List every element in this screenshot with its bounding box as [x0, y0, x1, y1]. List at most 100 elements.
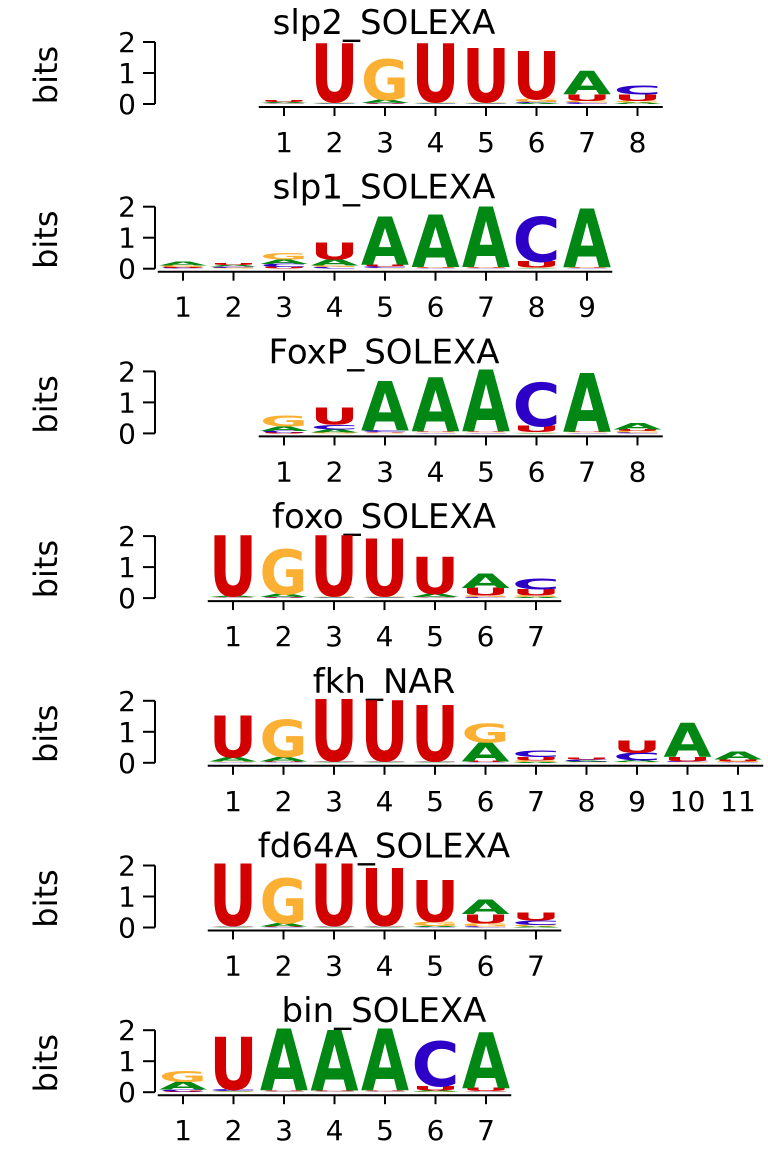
y-tick-label: 0: [118, 253, 136, 286]
letter-glyph: G: [260, 537, 308, 609]
x-tick-label: 9: [628, 785, 646, 818]
x-tick-label: 3: [325, 950, 343, 983]
x-tick-label: 3: [325, 785, 343, 818]
letter-glyph: G: [411, 597, 459, 598]
x-tick-label: 3: [325, 620, 343, 653]
letter-glyph: U: [614, 93, 662, 103]
letter-glyph: A: [614, 102, 662, 104]
letter-glyph: C: [513, 371, 561, 440]
letter-glyph: U: [311, 28, 359, 122]
letter-glyph: C: [411, 761, 459, 762]
letter-glyph: U: [462, 267, 510, 268]
x-tick-label: 7: [578, 126, 596, 159]
letter-glyph: U: [159, 267, 207, 268]
letter-glyph: G: [311, 102, 359, 103]
x-tick-label: 8: [629, 126, 647, 159]
x-tick-label: 8: [578, 785, 596, 818]
y-axis-label: bits: [27, 869, 65, 927]
x-tick-label: 1: [275, 126, 293, 159]
letter-glyph: A: [361, 368, 409, 447]
letter-glyph: A: [412, 103, 460, 104]
x-tick-label: 11: [720, 785, 756, 818]
letter-glyph: G: [614, 431, 662, 433]
logo-panel: bin_SOLEXAbits0121UCAG2AGCU3CGUA4CGUA5CG…: [27, 991, 512, 1147]
letter-glyph: A: [664, 714, 713, 768]
letter-glyph: C: [311, 267, 359, 269]
x-tick-label: 10: [670, 785, 706, 818]
letter-glyph: A: [563, 65, 611, 102]
letter-glyph: C: [411, 597, 459, 598]
letter-glyph: C: [361, 430, 409, 432]
x-tick-label: 5: [426, 785, 444, 818]
y-tick-label: 1: [118, 222, 136, 255]
letter-glyph: U: [412, 267, 460, 268]
letter-glyph: C: [210, 1089, 258, 1091]
y-tick-label: 2: [118, 1014, 136, 1047]
logo-panel: FoxP_SOLEXAbits0121UCAG2GACU3GUCA4CGUA5C…: [27, 332, 663, 488]
letter-glyph: G: [210, 1091, 258, 1092]
letter-glyph: A: [512, 926, 560, 927]
letter-glyph: G: [513, 98, 561, 103]
y-axis-label: bits: [27, 46, 65, 104]
letter-glyph: U: [361, 265, 409, 267]
x-tick-label: 6: [427, 291, 445, 324]
letter-glyph: A: [209, 596, 257, 597]
letter-glyph: G: [260, 103, 308, 104]
letter-glyph: A: [512, 762, 560, 763]
x-tick-label: 4: [427, 455, 445, 488]
letter-glyph: U: [210, 1024, 258, 1108]
x-tick-label: 7: [527, 620, 545, 653]
letter-glyph: C: [613, 751, 661, 763]
letter-glyph: U: [513, 260, 561, 270]
x-tick-label: 5: [376, 291, 394, 324]
x-tick-label: 2: [275, 950, 293, 983]
letter-glyph: A: [159, 261, 207, 267]
letter-glyph: A: [462, 352, 510, 451]
letter-glyph: C: [664, 761, 712, 762]
letter-glyph: C: [260, 927, 308, 928]
x-tick-label: 6: [477, 950, 495, 983]
letter-glyph: G: [159, 265, 207, 267]
letter-glyph: C: [260, 431, 308, 433]
letter-glyph: C: [563, 433, 611, 434]
letter-glyph: A: [462, 191, 510, 287]
letter-glyph: U: [563, 758, 611, 760]
letter-glyph: C: [563, 102, 611, 104]
letter-glyph: C: [361, 1091, 409, 1092]
x-tick-label: 6: [528, 126, 546, 159]
logo-panel: fd64A_SOLEXAbits0121ACGU2CUAG3ACGU4ACGU5…: [27, 827, 562, 983]
y-tick-label: 0: [118, 747, 136, 780]
letter-glyph: G: [361, 925, 409, 926]
letter-glyph: C: [310, 926, 358, 927]
letter-glyph: A: [210, 1091, 258, 1092]
letter-glyph: G: [613, 762, 661, 763]
letter-glyph: C: [361, 103, 409, 104]
y-tick-label: 1: [118, 386, 136, 419]
letter-glyph: U: [361, 685, 409, 781]
y-axis-label: bits: [27, 1034, 65, 1092]
letter-glyph: C: [361, 266, 409, 268]
letter-glyph: C: [614, 83, 662, 98]
letter-glyph: C: [260, 263, 308, 268]
letter-glyph: C: [361, 761, 409, 762]
letter-glyph: U: [563, 431, 611, 432]
letter-glyph: A: [462, 103, 510, 104]
y-axis-label: bits: [27, 210, 65, 268]
letter-glyph: G: [361, 50, 409, 114]
letter-glyph: A: [412, 364, 460, 450]
letter-glyph: U: [462, 431, 510, 432]
x-tick-label: 7: [477, 291, 495, 324]
letter-glyph: A: [513, 433, 561, 434]
x-tick-label: 4: [376, 785, 394, 818]
letter-glyph: C: [311, 1091, 359, 1092]
letter-glyph: G: [260, 252, 308, 262]
letter-glyph: G: [310, 761, 358, 762]
letter-glyph: G: [159, 1068, 207, 1085]
y-axis-label: bits: [27, 375, 65, 433]
letter-glyph: C: [462, 1091, 510, 1092]
letter-glyph: C: [310, 597, 358, 598]
x-tick-label: 7: [477, 1114, 495, 1147]
letter-glyph: G: [462, 720, 510, 749]
letter-glyph: A: [260, 756, 308, 763]
